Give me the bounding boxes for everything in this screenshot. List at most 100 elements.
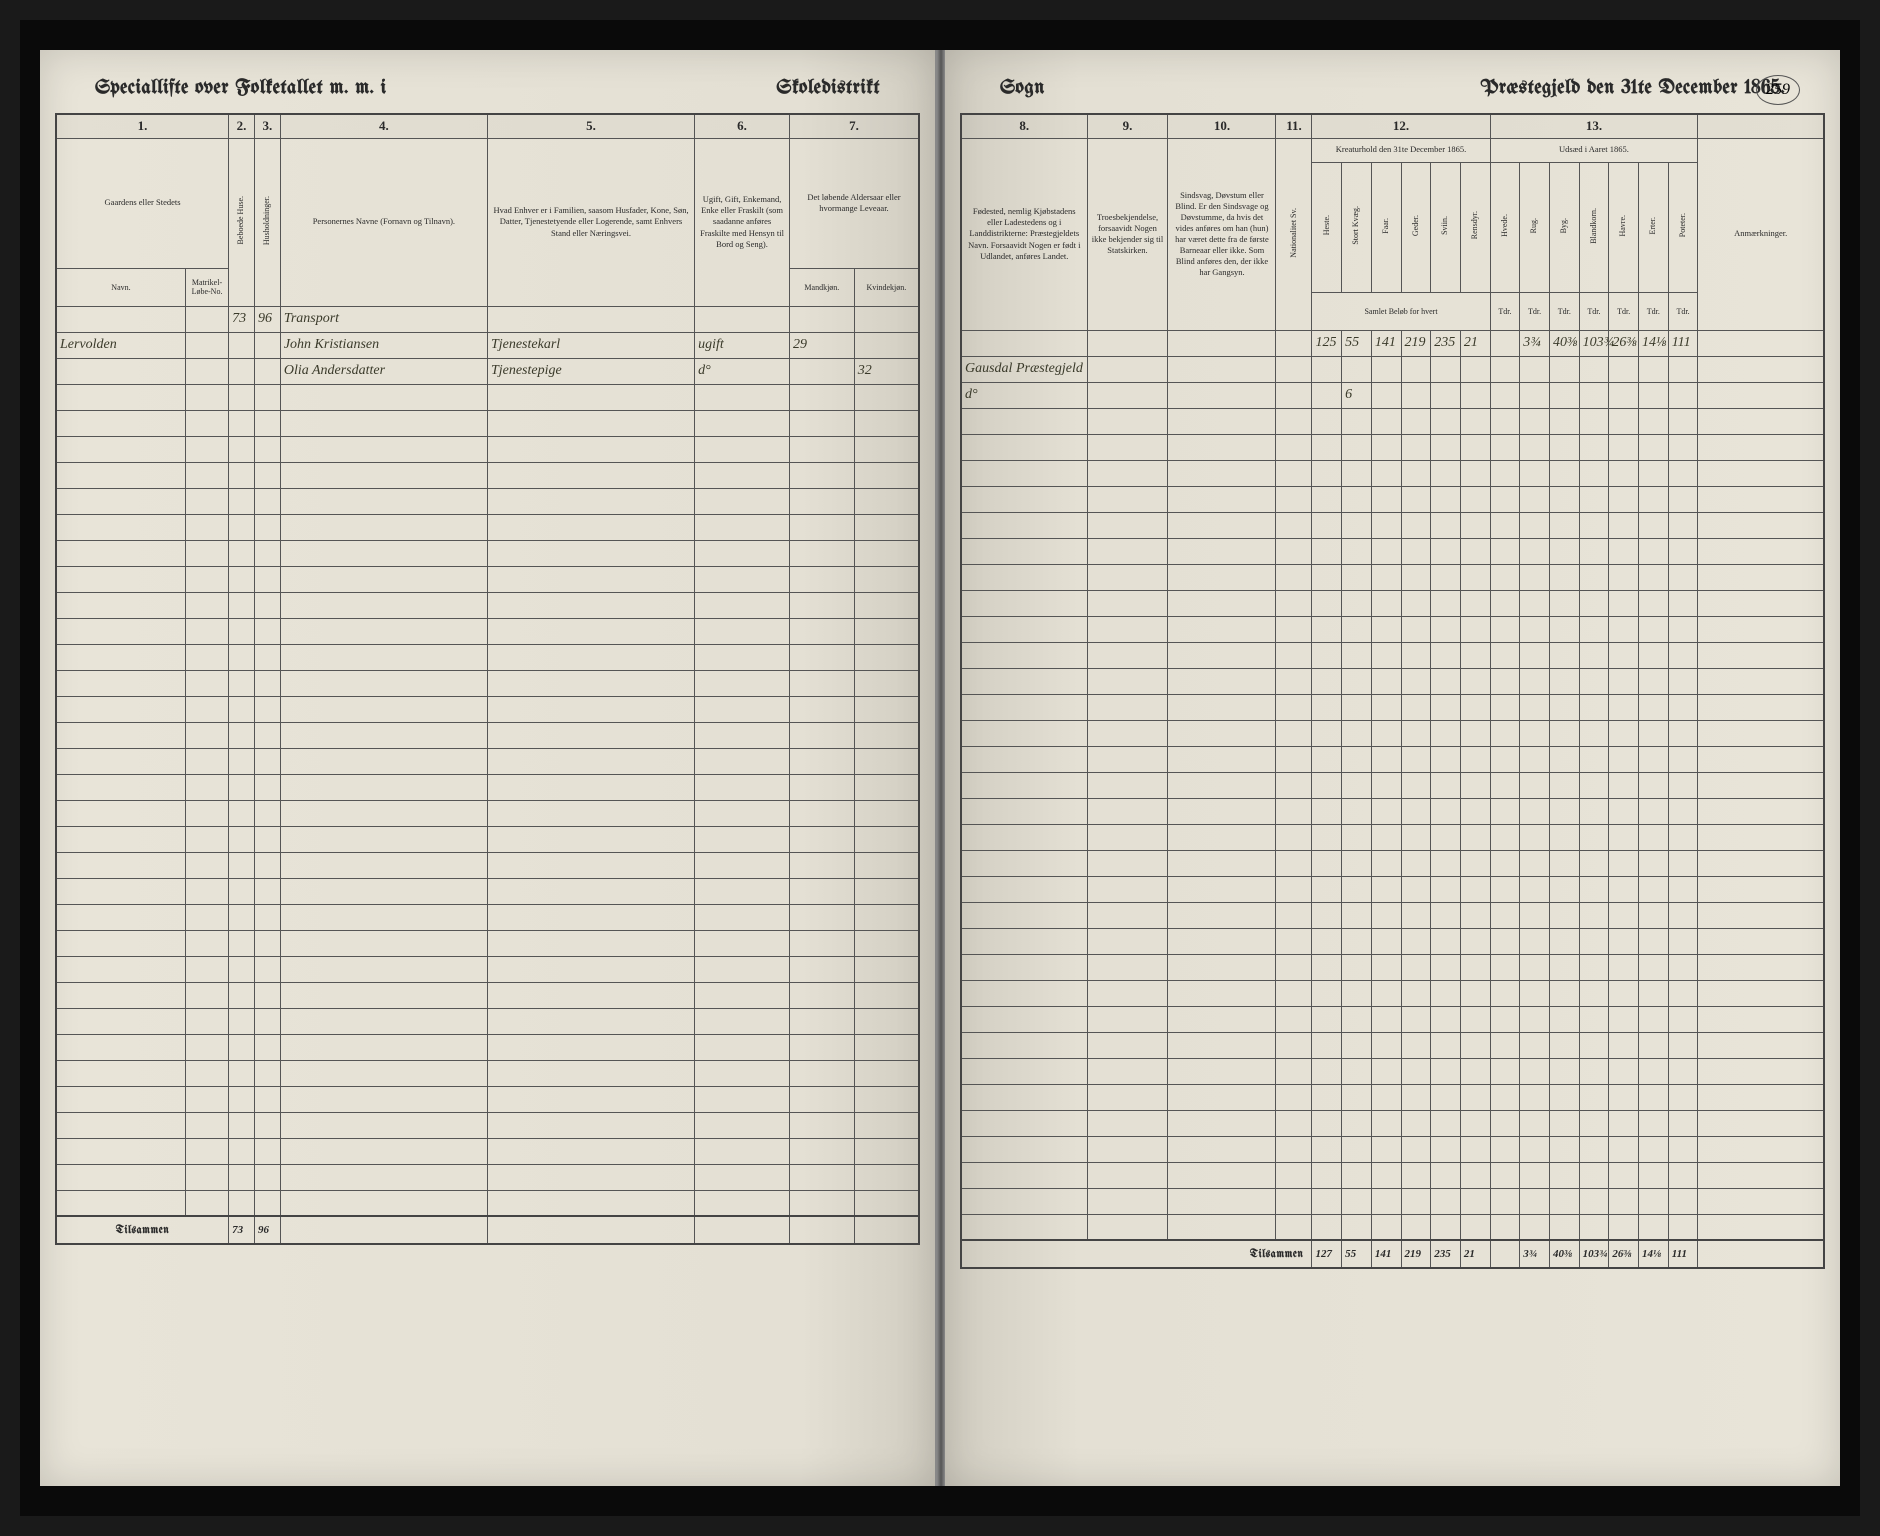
- census-ledger-spread: Speciallifte over Folketallet m. m. i Sk…: [20, 20, 1860, 1516]
- col-anm: [1698, 114, 1824, 138]
- table-row: [961, 1136, 1824, 1162]
- col-10: 10.: [1168, 114, 1276, 138]
- table-row: [56, 930, 919, 956]
- hdr-kreatur: Kreaturhold den 31te December 1865.: [1312, 138, 1490, 162]
- col-7: 7.: [790, 114, 920, 138]
- table-row: Olia AndersdatterTjenestepiged°32: [56, 358, 919, 384]
- table-row: [961, 616, 1824, 642]
- table-row: [961, 928, 1824, 954]
- hdr-sind: Sindsvag, Døvstum eller Blind. Er den Si…: [1168, 138, 1276, 330]
- table-row: [961, 902, 1824, 928]
- table-row: [56, 410, 919, 436]
- table-row: [56, 982, 919, 1008]
- col-5: 5.: [487, 114, 694, 138]
- left-footer-hus: 73: [229, 1216, 255, 1244]
- table-row: [56, 878, 919, 904]
- hdr-stand: Hvad Enhver er i Familien, saasom Husfad…: [487, 138, 694, 306]
- table-row: [56, 514, 919, 540]
- hdr-rensdyr: Rensdyr.: [1460, 162, 1490, 292]
- table-row: [56, 904, 919, 930]
- left-footer-hush: 96: [254, 1216, 280, 1244]
- table-row: [56, 1008, 919, 1034]
- hdr-ugift: Ugift, Gift, Enkemand, Enke eller Fraski…: [695, 138, 790, 306]
- table-row: [961, 1214, 1824, 1240]
- right-title-1: Sogn: [1000, 78, 1045, 99]
- col-12: 12.: [1312, 114, 1490, 138]
- table-row: [56, 384, 919, 410]
- table-row: [961, 746, 1824, 772]
- table-row: [961, 694, 1824, 720]
- table-row: Gausdal Præstegjeld: [961, 356, 1824, 382]
- col-6: 6.: [695, 114, 790, 138]
- table-row: [56, 1164, 919, 1190]
- table-row: [56, 644, 919, 670]
- hdr-faar: Faar.: [1371, 162, 1401, 292]
- table-row: [961, 408, 1824, 434]
- hdr-rug: Rug.: [1520, 162, 1550, 292]
- table-row: [56, 592, 919, 618]
- table-row: [56, 462, 919, 488]
- hdr-alder: Det løbende Aldersaar eller hvormange Le…: [790, 138, 920, 268]
- table-row: 12555141219235213¾40⅜103¾26⅜14⅛111: [961, 330, 1824, 356]
- right-table: 8. 9. 10. 11. 12. 13. Fødested, nemlig K…: [960, 113, 1825, 1269]
- table-row: [56, 826, 919, 852]
- hdr-mand: Mandkjøn.: [790, 268, 855, 306]
- table-row: [961, 486, 1824, 512]
- hdr-navn: Navn.: [56, 268, 185, 306]
- table-row: [56, 540, 919, 566]
- hdr-kvinde: Kvindekjøn.: [854, 268, 919, 306]
- hdr-gaard: Gaardens eller Stedets: [56, 138, 229, 268]
- hdr-bland: Blandkorn.: [1579, 162, 1609, 292]
- hdr-nat: Nationalitet Sv.: [1276, 138, 1312, 330]
- table-row: [56, 956, 919, 982]
- table-row: [961, 512, 1824, 538]
- left-title-2: Skoledistrikt: [776, 78, 880, 99]
- left-table: 1. 2. 3. 4. 5. 6. 7. Gaardens eller Sted…: [55, 113, 920, 1245]
- left-footer-label: Tilsammen: [56, 1216, 229, 1244]
- table-row: [56, 774, 919, 800]
- book-spine: [937, 50, 945, 1486]
- hdr-udsad: Udsæd i Aaret 1865.: [1490, 138, 1698, 162]
- hdr-hush: Husholdninger.: [254, 138, 280, 306]
- table-row: [961, 720, 1824, 746]
- table-row: [56, 1138, 919, 1164]
- table-row: [961, 1006, 1824, 1032]
- table-row: [961, 460, 1824, 486]
- table-row: [56, 1034, 919, 1060]
- table-row: [56, 1190, 919, 1216]
- table-row: [961, 434, 1824, 460]
- table-row: [961, 1058, 1824, 1084]
- table-row: [961, 1032, 1824, 1058]
- col-1: 1.: [56, 114, 229, 138]
- table-row: Lervolden John KristiansenTjenestekarlug…: [56, 332, 919, 358]
- table-row: [961, 1084, 1824, 1110]
- hdr-heste: Heste.: [1312, 162, 1342, 292]
- table-row: [961, 850, 1824, 876]
- hdr-personer: Personernes Navne (Fornavn og Tilnavn).: [280, 138, 487, 306]
- hdr-poteter: Poteter.: [1668, 162, 1698, 292]
- table-row: [56, 696, 919, 722]
- right-footer-label: Tilsammen: [961, 1240, 1312, 1268]
- col-8: 8.: [961, 114, 1087, 138]
- hdr-kvag: Stort Kvæg.: [1342, 162, 1372, 292]
- right-title-2: Præstegjeld den 31te December 1865.: [1481, 78, 1785, 99]
- hdr-byg: Byg.: [1549, 162, 1579, 292]
- table-row: [961, 1162, 1824, 1188]
- table-row: [56, 670, 919, 696]
- table-row: [961, 642, 1824, 668]
- hdr-troes: Troesbekjendelse, forsaavidt Nogen ikke …: [1087, 138, 1168, 330]
- left-page: Speciallifte over Folketallet m. m. i Sk…: [40, 50, 937, 1486]
- table-row: [961, 954, 1824, 980]
- table-row: [56, 1086, 919, 1112]
- table-row: [56, 852, 919, 878]
- table-row: [961, 980, 1824, 1006]
- col-9: 9.: [1087, 114, 1168, 138]
- col-13: 13.: [1490, 114, 1698, 138]
- table-row: [56, 566, 919, 592]
- page-number: 259: [1756, 75, 1800, 105]
- table-row: [56, 800, 919, 826]
- table-row: [961, 876, 1824, 902]
- table-row: 7396 Transport: [56, 306, 919, 332]
- col-11: 11.: [1276, 114, 1312, 138]
- table-row: [961, 798, 1824, 824]
